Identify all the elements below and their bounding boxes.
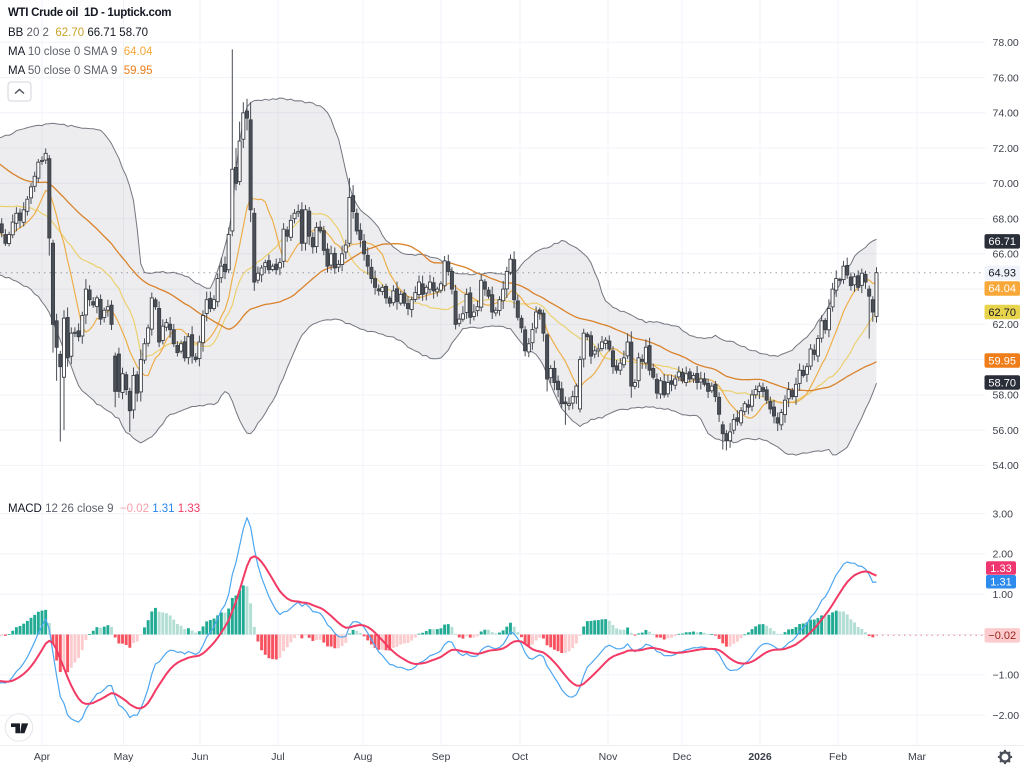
svg-text:−1.00: −1.00: [993, 670, 1020, 682]
svg-text:−2.00: −2.00: [993, 710, 1020, 722]
svg-text:Feb: Feb: [829, 751, 847, 763]
svg-text:68.00: 68.00: [993, 213, 1019, 225]
svg-text:64.04: 64.04: [988, 283, 1016, 295]
svg-text:BB 20 2 62.70 66.71 58.70: BB 20 2 62.70 66.71 58.70: [8, 27, 148, 39]
svg-text:56.00: 56.00: [993, 425, 1019, 437]
svg-text:Apr: Apr: [34, 751, 51, 763]
svg-text:58.70: 58.70: [988, 377, 1016, 389]
svg-text:76.00: 76.00: [993, 72, 1019, 84]
svg-text:1.00: 1.00: [993, 589, 1014, 601]
svg-text:May: May: [114, 751, 135, 763]
svg-text:−0.02: −0.02: [988, 630, 1016, 642]
svg-text:MA 10 close 0 SMA 9 64.04: MA 10 close 0 SMA 9 64.04: [8, 46, 153, 58]
svg-text:62.70: 62.70: [988, 307, 1016, 319]
svg-text:54.00: 54.00: [993, 460, 1019, 472]
svg-text:Jul: Jul: [271, 751, 284, 763]
svg-text:Mar: Mar: [908, 751, 927, 763]
svg-text:3.00: 3.00: [993, 508, 1014, 520]
svg-text:1.33: 1.33: [990, 563, 1011, 575]
svg-text:1.31: 1.31: [990, 577, 1011, 589]
svg-text:Jun: Jun: [192, 751, 209, 763]
svg-text:Sep: Sep: [432, 751, 451, 763]
svg-text:64.93: 64.93: [988, 268, 1016, 280]
svg-text:58.00: 58.00: [993, 390, 1019, 402]
svg-text:Dec: Dec: [673, 751, 692, 763]
svg-text:Aug: Aug: [354, 751, 373, 763]
svg-text:78.00: 78.00: [993, 37, 1019, 49]
svg-text:70.00: 70.00: [993, 178, 1019, 190]
svg-text:Nov: Nov: [599, 751, 618, 763]
svg-text:62.00: 62.00: [993, 319, 1019, 331]
svg-text:2.00: 2.00: [993, 549, 1014, 561]
svg-text:72.00: 72.00: [993, 143, 1019, 155]
svg-text:66.71: 66.71: [988, 236, 1016, 248]
svg-text:59.95: 59.95: [988, 355, 1016, 367]
svg-text:Oct: Oct: [512, 751, 528, 763]
svg-text:WTI Crude oil 1D - 1uptick.co: WTI Crude oil 1D - 1uptick.com: [8, 7, 171, 19]
svg-text:74.00: 74.00: [993, 108, 1019, 120]
svg-text:2026: 2026: [748, 751, 772, 763]
svg-text:66.00: 66.00: [993, 249, 1019, 261]
svg-text:MACD 12 26 close 9 −0.02 1.31: MACD 12 26 close 9 −0.02 1.31 1.33: [8, 503, 200, 515]
svg-text:MA 50 close 0 SMA 9 59.95: MA 50 close 0 SMA 9 59.95: [8, 65, 152, 77]
